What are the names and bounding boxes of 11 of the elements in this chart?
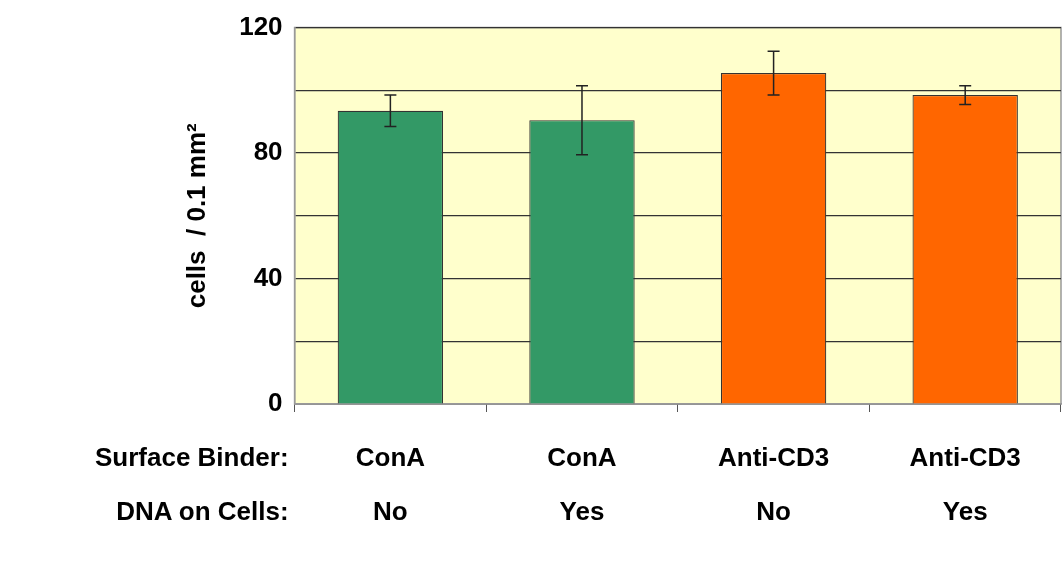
y-tick-label: 120: [239, 10, 283, 41]
text: Surface Binder:: [94, 442, 289, 473]
x-tick-label: Anti-CD3 Yes: [909, 442, 1021, 527]
y-tick-label: 80: [253, 136, 283, 167]
y-axis-title: cells / 0.1 mm²: [180, 122, 211, 309]
text: DNA on Cells:: [116, 496, 289, 527]
y-tick-label: 0: [268, 387, 283, 418]
x-tick-label: ConA Yes: [547, 442, 617, 527]
x-tick-label: Anti-CD3 No: [717, 442, 830, 527]
y-tick-label: 40: [253, 261, 283, 292]
x-tick-label: ConA No: [355, 442, 426, 527]
